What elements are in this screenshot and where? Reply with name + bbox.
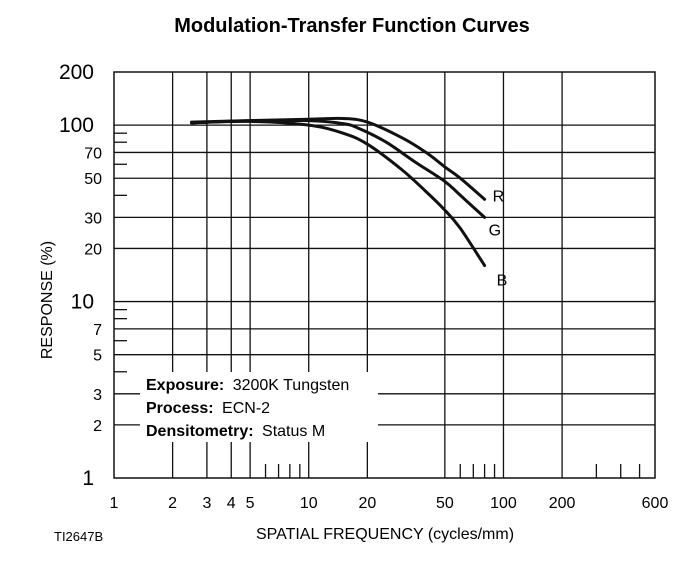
y-tick-label: 100 bbox=[59, 114, 94, 137]
chart-title: Modulation-Transfer Function Curves bbox=[174, 15, 530, 37]
series-line-b bbox=[190, 119, 487, 267]
x-tick-labels: 1 2 3 4 5 10 20 50 100 200 600 bbox=[110, 495, 669, 512]
series-label-r: R bbox=[493, 188, 505, 205]
x-tick-label: 50 bbox=[436, 495, 454, 512]
series-line-g bbox=[190, 118, 487, 219]
y-tick-label: 50 bbox=[84, 171, 102, 188]
series-label-b: B bbox=[497, 273, 508, 290]
y-tick-label: 2 bbox=[93, 418, 102, 435]
annotation-process: Process: ECN-2 bbox=[146, 400, 270, 417]
y-tick-label: 3 bbox=[93, 387, 102, 404]
annotation-densitometry: Densitometry: Status M bbox=[146, 423, 325, 440]
x-tick-label: 10 bbox=[300, 495, 318, 512]
y-tick-label: 30 bbox=[84, 210, 102, 227]
series-labels: RG B bbox=[489, 188, 508, 289]
y-tick-label: 20 bbox=[84, 241, 102, 258]
annotation-exposure-value: 3200K Tungsten bbox=[233, 377, 350, 394]
y-tick-label: 70 bbox=[84, 145, 102, 162]
series-label-g: G bbox=[489, 222, 501, 239]
x-tick-label: 4 bbox=[227, 495, 236, 512]
x-tick-label: 200 bbox=[549, 495, 576, 512]
annotation-process-value: ECN-2 bbox=[222, 400, 270, 417]
x-tick-label: 3 bbox=[202, 495, 211, 512]
annotation-exposure: Exposure: 3200K Tungsten bbox=[146, 377, 349, 394]
y-tick-label: 10 bbox=[71, 291, 94, 314]
y-tick-label: 200 bbox=[59, 61, 94, 84]
x-tick-label: 1 bbox=[110, 495, 119, 512]
annotation-densitometry-value: Status M bbox=[262, 423, 325, 440]
annotation-backdrop bbox=[140, 372, 378, 442]
x-tick-label: 20 bbox=[358, 495, 376, 512]
y-tick-labels: 1 10 100 200 2 3 5 7 20 30 50 70 bbox=[59, 61, 102, 490]
y-tick-label: 1 bbox=[82, 467, 94, 490]
x-axis-label: SPATIAL FREQUENCY (cycles/mm) bbox=[256, 526, 514, 543]
y-tick-label: 5 bbox=[93, 348, 102, 365]
y-tick-label: 7 bbox=[93, 322, 102, 339]
figure-id: TI2647B bbox=[54, 529, 103, 544]
plot-frame bbox=[113, 71, 656, 479]
x-tick-label: 2 bbox=[168, 495, 177, 512]
x-tick-label: 5 bbox=[246, 495, 255, 512]
y-axis-label: RESPONSE (%) bbox=[39, 241, 56, 359]
annotation-densitometry-key: Densitometry: bbox=[146, 423, 254, 440]
series-lines bbox=[190, 116, 487, 267]
x-tick-label: 100 bbox=[490, 495, 517, 512]
annotation-block: Exposure: 3200K Tungsten Process: ECN-2 … bbox=[146, 377, 349, 440]
annotation-exposure-key: Exposure: bbox=[146, 377, 224, 394]
annotation-process-key: Process: bbox=[146, 400, 214, 417]
x-tick-label: 600 bbox=[642, 495, 669, 512]
